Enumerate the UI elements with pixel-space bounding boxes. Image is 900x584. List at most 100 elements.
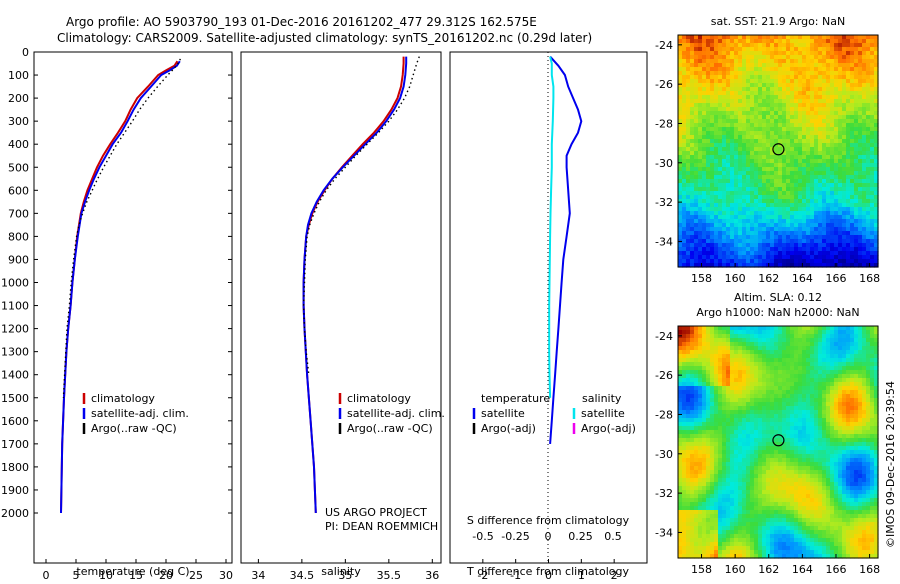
sst-cell xyxy=(698,243,703,248)
sst-cell xyxy=(834,43,839,48)
sst-cell xyxy=(726,71,731,76)
sst-cell xyxy=(806,243,811,248)
sst-cell xyxy=(774,235,779,240)
sla-cell xyxy=(802,338,807,343)
sla-cell xyxy=(742,430,747,435)
sst-cell xyxy=(786,35,791,40)
sst-cell xyxy=(722,111,727,116)
sla-cell xyxy=(838,366,843,371)
sst-cell xyxy=(742,255,747,260)
sst-cell xyxy=(770,59,775,64)
sla-cell xyxy=(810,338,815,343)
sla-cell xyxy=(678,466,683,471)
sla-cell xyxy=(810,366,815,371)
sst-cell xyxy=(838,107,843,112)
sst-cell xyxy=(810,211,815,216)
sla-cell xyxy=(866,358,871,363)
sla-cell xyxy=(858,462,863,467)
sla-cell xyxy=(698,334,703,339)
sst-cell xyxy=(794,95,799,100)
sst-cell xyxy=(706,131,711,136)
legend-label: satellite-adj. clim. xyxy=(91,407,189,420)
sst-cell xyxy=(850,131,855,136)
sst-cell xyxy=(678,191,683,196)
sla-cell xyxy=(870,402,875,407)
sst-cell xyxy=(870,239,875,244)
sst-cell xyxy=(858,71,863,76)
sla-cell xyxy=(754,398,759,403)
sla-cell xyxy=(698,410,703,415)
sla-cell xyxy=(690,450,695,455)
sst-cell xyxy=(722,207,727,212)
sst-cell xyxy=(766,159,771,164)
sst-cell xyxy=(738,155,743,160)
sst-cell xyxy=(862,259,867,264)
sst-cell xyxy=(718,131,723,136)
sla-cell xyxy=(842,374,847,379)
sla-cell xyxy=(722,442,727,447)
sla-map-title-1: Altim. SLA: 0.12 xyxy=(734,291,822,304)
sst-cell xyxy=(702,83,707,88)
sla-cell xyxy=(730,350,735,355)
sla-cell xyxy=(802,334,807,339)
sst-cell xyxy=(710,59,715,64)
sst-cell xyxy=(798,143,803,148)
sst-cell xyxy=(866,227,871,232)
sst-cell xyxy=(690,63,695,68)
depth-tick-label: 1700 xyxy=(1,438,29,451)
sst-cell xyxy=(758,211,763,216)
salinity-axes-frame xyxy=(241,52,441,563)
sla-cell xyxy=(822,354,827,359)
sst-cell xyxy=(734,107,739,112)
sst-cell xyxy=(722,179,727,184)
sst-cell xyxy=(782,191,787,196)
sla-cell xyxy=(690,422,695,427)
sla-cell xyxy=(698,450,703,455)
sst-cell xyxy=(826,55,831,60)
sst-cell xyxy=(854,95,859,100)
sst-cell xyxy=(822,51,827,56)
sst-cell xyxy=(742,51,747,56)
sla-cell xyxy=(694,446,699,451)
sst-cell xyxy=(750,47,755,52)
sst-cell xyxy=(766,151,771,156)
sla-cell xyxy=(762,334,767,339)
sla-cell xyxy=(870,390,875,395)
sst-cell xyxy=(746,187,751,192)
sla-cell xyxy=(682,430,687,435)
sst-cell xyxy=(762,251,767,256)
sla-cell xyxy=(774,402,779,407)
sst-cell xyxy=(706,111,711,116)
header-line-2: Climatology: CARS2009. Satellite-adjuste… xyxy=(57,31,592,45)
sla-cell xyxy=(766,394,771,399)
sla-cell xyxy=(850,358,855,363)
sst-cell xyxy=(718,111,723,116)
sla-cell xyxy=(846,402,851,407)
sst-cell xyxy=(798,87,803,92)
sst-cell xyxy=(866,203,871,208)
sst-cell xyxy=(706,167,711,172)
sst-cell xyxy=(870,87,875,92)
sst-cell xyxy=(722,187,727,192)
sst-cell xyxy=(694,223,699,228)
sla-cell xyxy=(814,358,819,363)
sla-cell xyxy=(734,394,739,399)
sla-cell xyxy=(810,402,815,407)
sla-cell xyxy=(742,342,747,347)
sst-cell xyxy=(746,259,751,264)
sla-cell xyxy=(870,374,875,379)
sst-cell xyxy=(738,127,743,132)
sla-cell xyxy=(702,406,707,411)
sst-cell xyxy=(698,215,703,220)
sst-cell xyxy=(802,123,807,128)
sst-cell xyxy=(730,139,735,144)
sla-cell xyxy=(682,414,687,419)
sst-cell xyxy=(822,207,827,212)
sla-cell xyxy=(790,414,795,419)
sst-cell xyxy=(854,67,859,72)
sst-cell xyxy=(734,171,739,176)
sst-cell xyxy=(786,211,791,216)
sst-cell xyxy=(738,111,743,116)
sla-cell xyxy=(778,382,783,387)
sst-cell xyxy=(758,243,763,248)
